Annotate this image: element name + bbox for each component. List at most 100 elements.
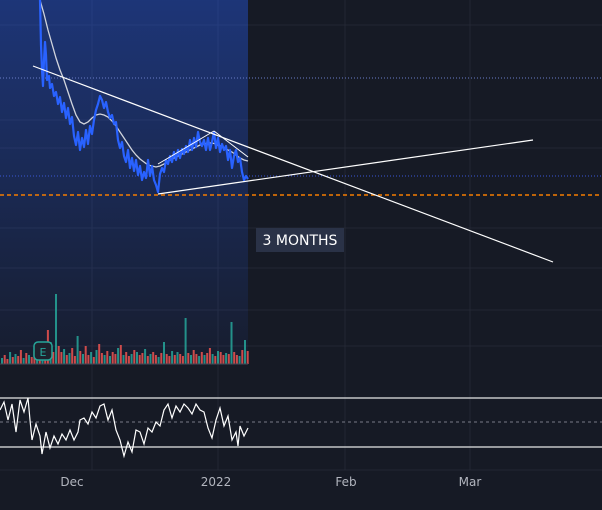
volume-bar — [154, 355, 157, 364]
three-months-annotation[interactable]: 3 MONTHS — [256, 228, 344, 252]
volume-bar — [168, 356, 171, 364]
volume-bar — [109, 356, 111, 364]
volume-bar — [119, 345, 122, 364]
volume-bar — [130, 354, 133, 364]
volume-bar — [208, 348, 211, 364]
x-axis: Dec 2022 Feb Mar — [60, 475, 481, 489]
volume-bar — [6, 359, 9, 364]
volume-bar — [179, 354, 182, 364]
volume-bar — [76, 336, 79, 364]
oscillator-pane — [0, 397, 602, 459]
volume-bar — [149, 354, 152, 364]
pattern-trendline[interactable] — [213, 130, 249, 158]
volume-bar — [3, 355, 6, 364]
volume-bar — [122, 355, 125, 364]
volume-bar — [9, 352, 12, 364]
volume-bar — [176, 352, 179, 364]
volume-bar — [125, 352, 128, 364]
volume-bar — [173, 355, 176, 364]
volume-bar — [244, 340, 246, 364]
volume-bar — [222, 355, 225, 364]
volume-bar — [111, 352, 114, 364]
volume-bar — [138, 355, 141, 364]
volume-bar — [217, 351, 219, 364]
volume-bar — [73, 356, 76, 364]
volume-bar — [30, 357, 33, 364]
volume-bar — [52, 352, 55, 364]
volume-bar — [71, 348, 74, 364]
volume-bar — [95, 350, 98, 364]
volume-bar — [152, 352, 155, 364]
volume-bar — [100, 353, 103, 364]
volume-bar — [203, 355, 206, 364]
volume-bar — [19, 350, 22, 364]
volume-bar — [55, 294, 57, 364]
volume-bar — [165, 354, 168, 364]
volume-bar — [241, 350, 244, 364]
volume-bar — [146, 356, 149, 364]
moving-average-line — [39, 0, 249, 168]
earnings-icon — [33, 341, 53, 361]
volume-bar — [11, 357, 14, 364]
volume-bar — [106, 351, 109, 364]
volume-bar — [144, 349, 147, 364]
volume-bar — [41, 358, 44, 364]
oscillator-line — [0, 397, 249, 459]
volume-bar — [114, 354, 117, 364]
annotation-background — [256, 228, 344, 252]
volume-bar — [87, 355, 90, 364]
volume-bar — [163, 342, 165, 364]
volume-bar — [219, 352, 222, 364]
volume-bar — [227, 354, 230, 364]
volume-bar — [92, 357, 95, 364]
volume-bar — [133, 350, 136, 364]
descending-trendline[interactable] — [32, 65, 554, 263]
volume-bar — [235, 355, 238, 364]
volume-bar — [211, 354, 214, 364]
volume-bar — [187, 353, 190, 364]
volume-bar — [225, 353, 228, 364]
x-axis-label: Dec — [60, 475, 83, 489]
volume-bar — [171, 351, 174, 364]
volume-bar — [14, 354, 17, 364]
x-axis-label: Feb — [335, 475, 356, 489]
volume-bar — [127, 356, 130, 364]
annotation-label: 3 MONTHS — [263, 233, 338, 249]
volume-bar — [103, 355, 106, 364]
earnings-marker[interactable]: E — [33, 341, 53, 361]
volume-bar — [90, 352, 93, 364]
volume-bar — [28, 355, 30, 364]
volume-bar — [141, 353, 144, 364]
volume-bar — [195, 354, 198, 364]
volume-bar — [65, 355, 68, 364]
x-axis-label: 2022 — [201, 475, 232, 489]
volume-bar — [238, 356, 241, 364]
pattern-trendline[interactable] — [157, 130, 215, 165]
volume-bar — [157, 357, 160, 364]
volume-bar — [57, 346, 60, 364]
volume-bar — [198, 356, 201, 364]
volume-bar — [63, 349, 66, 364]
volume-bar — [1, 358, 3, 364]
ascending-trendline[interactable] — [157, 139, 534, 195]
volume-bar — [84, 346, 87, 364]
volume-bar — [25, 353, 28, 364]
volume-bar — [60, 352, 63, 364]
volume-bar — [117, 348, 120, 364]
volume-bar — [17, 356, 20, 364]
volume-bar — [136, 352, 138, 364]
volume-bar — [98, 344, 101, 364]
volume-bar — [192, 350, 195, 364]
volume-bar — [206, 353, 209, 364]
volume-bar — [233, 352, 236, 364]
volume-bar — [68, 353, 71, 364]
volume-bar — [181, 356, 184, 364]
earnings-label: E — [40, 346, 47, 359]
volume-bar — [82, 354, 84, 364]
volume-bar — [79, 351, 82, 364]
volume-bar — [246, 351, 249, 364]
price-line — [38, 0, 249, 194]
volume-bar — [184, 318, 187, 364]
